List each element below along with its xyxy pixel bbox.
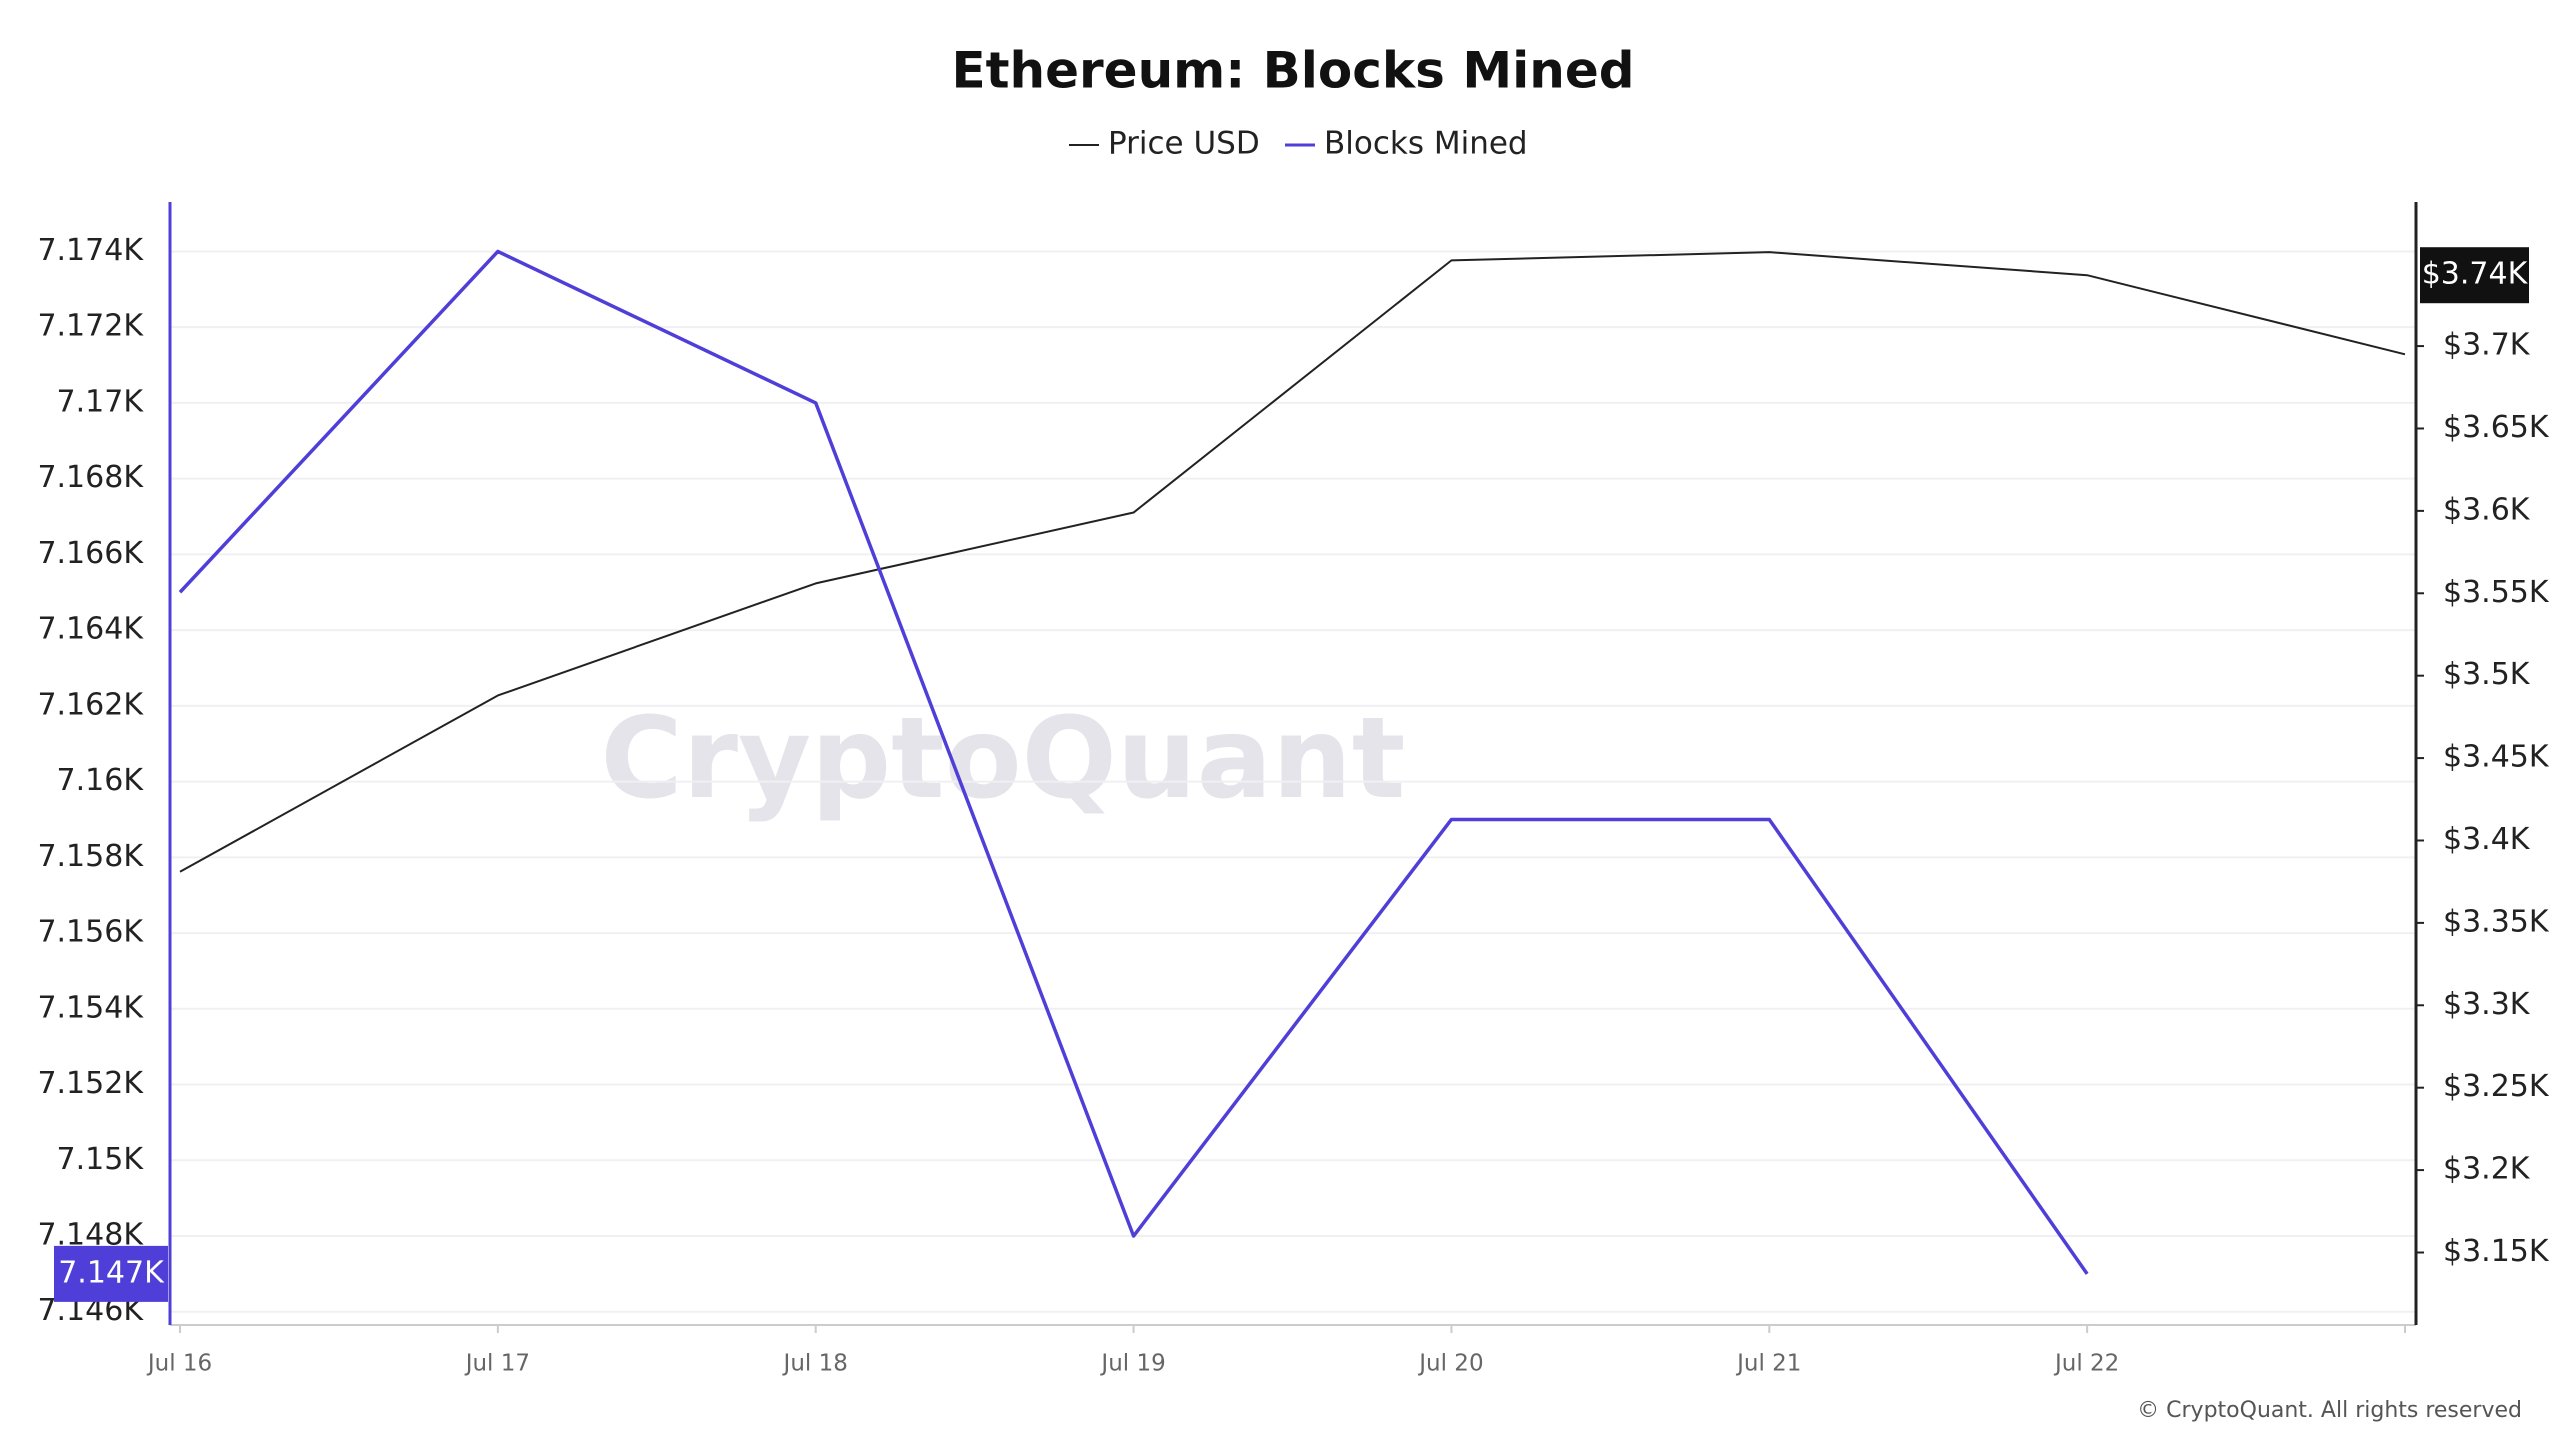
x-tick-label: Jul 20 <box>1417 1351 1483 1377</box>
y2-tick-label: $3.35K <box>2443 904 2550 939</box>
y-tick-label: 7.17K <box>57 384 145 419</box>
y-tick-label: 7.16K <box>57 763 145 798</box>
y2-tick-label: $3.4K <box>2443 822 2531 857</box>
legend-label: Price USD <box>1108 126 1260 162</box>
value-badge <box>2420 247 2529 304</box>
x-tick-label: Jul 19 <box>1099 1351 1165 1377</box>
value-label: $3.74K <box>2422 257 2529 292</box>
x-tick-label: Jul 16 <box>146 1351 212 1377</box>
y2-tick-label: $3.25K <box>2443 1069 2550 1104</box>
x-tick-label: Jul 22 <box>2053 1351 2119 1377</box>
x-tick-label: Jul 18 <box>782 1351 848 1377</box>
y-tick-label: 7.158K <box>37 839 144 874</box>
y-tick-label: 7.174K <box>37 233 144 268</box>
y-tick-label: 7.172K <box>37 309 144 344</box>
y-tick-label: 7.154K <box>37 990 144 1025</box>
y-tick-label: 7.152K <box>37 1066 144 1101</box>
x-tick-label: Jul 17 <box>464 1351 530 1377</box>
y-tick-label: 7.15K <box>57 1142 145 1177</box>
watermark: CryptoQuant <box>601 694 1406 824</box>
y2-tick-label: $3.45K <box>2443 740 2550 775</box>
y-tick-label: 7.164K <box>37 612 144 647</box>
legend-label: Blocks Mined <box>1324 126 1528 162</box>
chart-title: Ethereum: Blocks Mined <box>951 42 1634 100</box>
y-tick-label: 7.168K <box>37 460 144 495</box>
y2-tick-label: $3.55K <box>2443 575 2550 610</box>
value-badge <box>54 1245 168 1302</box>
y2-tick-label: $3.6K <box>2443 492 2531 527</box>
x-tick-label: Jul 21 <box>1735 1351 1801 1377</box>
y2-tick-label: $3.2K <box>2443 1152 2531 1187</box>
footer: © CryptoQuant. All rights reserved <box>2137 1398 2522 1423</box>
y2-tick-label: $3.7K <box>2443 328 2531 363</box>
y-tick-label: 7.166K <box>37 536 144 571</box>
y2-tick-label: $3.15K <box>2443 1234 2550 1269</box>
y-tick-label: 7.156K <box>37 915 144 950</box>
y2-tick-label: $3.65K <box>2443 410 2550 445</box>
y2-tick-label: $3.5K <box>2443 657 2531 692</box>
y2-tick-label: $3.3K <box>2443 987 2531 1022</box>
series-line <box>178 249 2089 1275</box>
series-line <box>179 251 2406 873</box>
y-tick-label: 7.162K <box>37 687 144 722</box>
value-label: 7.147K <box>58 1255 165 1290</box>
